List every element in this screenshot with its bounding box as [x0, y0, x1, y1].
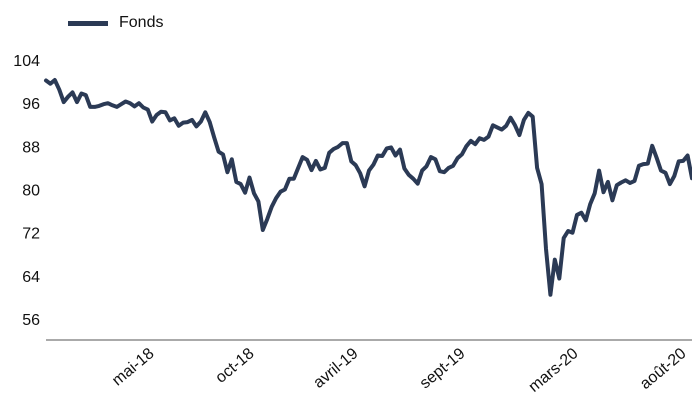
- chart-legend: Fonds: [68, 14, 163, 32]
- y-tick-label: 104: [13, 53, 40, 70]
- x-tick-label: sept-19: [417, 345, 469, 392]
- y-tick-label: 56: [22, 312, 40, 329]
- y-tick-label: 80: [22, 183, 40, 200]
- y-axis: 56 64 72 80 88 96 104: [13, 53, 40, 329]
- x-tick-label: mai-18: [109, 345, 157, 390]
- legend-swatch-fonds: [68, 20, 108, 26]
- x-tick-label: août-20: [637, 345, 690, 393]
- y-tick-label: 96: [22, 96, 40, 113]
- y-tick-label: 88: [22, 139, 40, 156]
- series-group: [44, 78, 692, 297]
- legend-label-fonds: Fonds: [119, 14, 164, 31]
- y-tick-label: 64: [22, 269, 40, 286]
- series-line-fonds: [44, 78, 692, 297]
- y-tick-label: 72: [22, 226, 40, 243]
- x-tick-label: mars-20: [526, 345, 582, 394]
- x-axis: mai-18 oct-18 avril-19 sept-19 mars-20 août-2…: [109, 345, 689, 394]
- x-tick-label: avril-19: [310, 345, 361, 392]
- x-tick-label: oct-18: [213, 345, 258, 387]
